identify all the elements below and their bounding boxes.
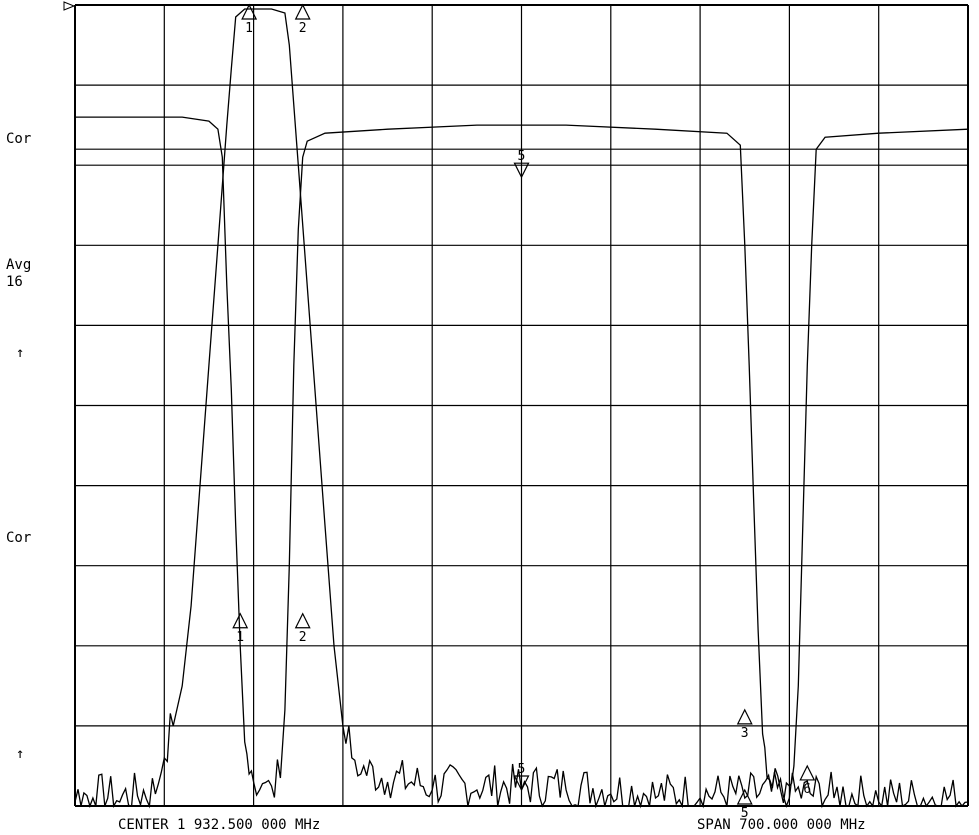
avg-count-label: 16: [6, 274, 23, 290]
marker-5-label: 5: [518, 149, 526, 164]
marker-2-triangle: [294, 3, 311, 20]
center-frequency-label: CENTER 1 932.500 000 MHz: [118, 817, 320, 833]
marker-5-triangle: [513, 162, 530, 179]
marker-6-label: 6: [803, 782, 811, 797]
reference-arrow-bottom: ↑: [16, 746, 24, 762]
plot-grid: [74, 4, 969, 807]
trace-tx-line: [74, 8, 969, 809]
marker-3-label: 3: [741, 726, 749, 741]
marker-3-triangle: [736, 708, 753, 725]
marker-2-label: 2: [299, 630, 307, 645]
plot-markers: 1 2 5 1 2 5 3 5 6: [232, 3, 816, 821]
reference-pointer-icon: [63, 1, 76, 11]
plot-traces: [74, 8, 969, 809]
marker-1-label: 1: [245, 21, 253, 36]
span-label: SPAN 700.000 000 MHz: [697, 817, 866, 833]
marker-1-triangle: [241, 3, 258, 20]
marker-1-label: 1: [236, 630, 244, 645]
marker-6-triangle: [799, 764, 816, 781]
marker-2-label: 2: [299, 21, 307, 36]
cor-label-bottom: Cor: [6, 530, 31, 546]
marker-1-triangle: [232, 612, 249, 629]
avg-label: Avg: [6, 257, 31, 273]
reference-arrow-top: ↑: [16, 345, 24, 361]
trace-rx-line: [75, 116, 969, 804]
marker-5-triangle: [736, 788, 753, 805]
marker-5-label: 5: [518, 762, 526, 777]
cor-label-top: Cor: [6, 131, 31, 147]
marker-5-triangle: [513, 775, 530, 792]
marker-2-triangle: [294, 612, 311, 629]
marker-5-label: 5: [741, 806, 749, 821]
